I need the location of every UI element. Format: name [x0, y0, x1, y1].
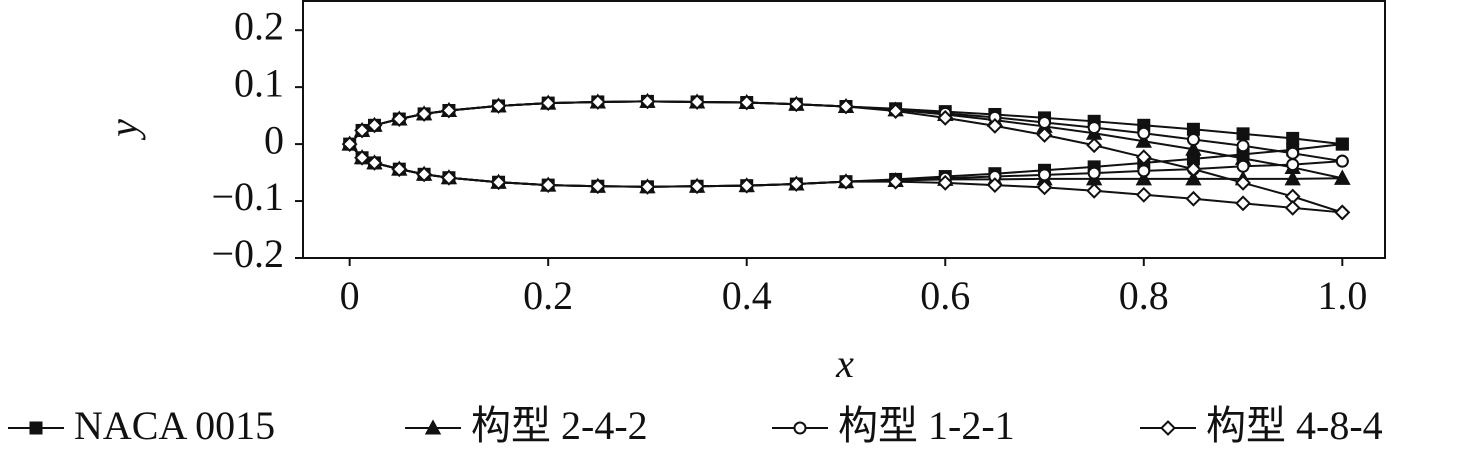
legend-label: 构型 4-8-4 [1206, 403, 1383, 448]
x-tick-label: 0.2 [523, 273, 573, 318]
marker [738, 94, 755, 111]
marker [540, 95, 557, 112]
marker [1185, 190, 1202, 207]
marker [441, 169, 457, 186]
marker [1236, 139, 1250, 153]
marker [689, 178, 706, 195]
marker [793, 421, 807, 435]
marker [1087, 166, 1101, 180]
marker [424, 419, 442, 435]
marker [838, 173, 854, 190]
marker [1236, 127, 1250, 141]
x-tick-label: 0.6 [920, 273, 970, 318]
legend-label: NACA 0015 [74, 403, 275, 448]
marker [366, 154, 383, 171]
marker [416, 166, 433, 183]
marker [1135, 170, 1152, 186]
marker [1185, 161, 1202, 178]
marker [1335, 154, 1349, 168]
marker [1286, 158, 1300, 172]
marker [937, 109, 954, 126]
marker [1235, 195, 1251, 212]
x-tick-label: 0 [340, 273, 360, 318]
marker [490, 174, 507, 191]
marker [1135, 186, 1152, 203]
marker [838, 98, 854, 115]
marker [1286, 131, 1300, 145]
marker [788, 176, 805, 192]
marker [29, 421, 43, 435]
marker [366, 117, 383, 134]
marker [354, 149, 370, 166]
marker [1284, 170, 1301, 186]
y-tick-label: −0.2 [211, 231, 284, 276]
marker [1086, 182, 1103, 199]
legend-item: 构型 4-8-4 [1140, 403, 1383, 448]
marker [1186, 133, 1200, 147]
marker [441, 102, 457, 119]
marker [1038, 168, 1052, 182]
marker [639, 93, 656, 110]
legend-label: 构型 1-2-1 [838, 403, 1015, 448]
y-tick-label: 0.2 [234, 3, 284, 48]
x-tick-label: 0.8 [1119, 273, 1169, 318]
marker [689, 94, 706, 110]
marker [341, 136, 358, 153]
marker [1335, 137, 1349, 151]
marker [1185, 170, 1202, 186]
marker [986, 117, 1003, 134]
marker [1135, 149, 1152, 166]
marker [1087, 121, 1101, 135]
marker [391, 111, 408, 127]
marker [354, 122, 370, 139]
marker [1284, 199, 1301, 216]
marker [1137, 164, 1151, 178]
marker [937, 174, 954, 191]
marker [1235, 174, 1251, 191]
marker [738, 177, 755, 194]
marker [1286, 146, 1300, 160]
marker [1160, 420, 1176, 436]
marker [1185, 140, 1202, 156]
marker [1236, 159, 1250, 173]
x-axis-label: x [835, 341, 854, 386]
marker [1135, 132, 1152, 148]
marker [639, 178, 656, 195]
marker [887, 103, 904, 119]
marker [1334, 169, 1351, 185]
marker [1038, 115, 1052, 129]
marker [986, 177, 1003, 194]
marker [887, 173, 904, 190]
marker [1137, 126, 1151, 140]
legend-item: NACA 0015 [8, 403, 275, 448]
marker [416, 105, 433, 122]
marker [589, 178, 606, 195]
marker [540, 177, 557, 194]
marker [1334, 204, 1351, 221]
x-tick-label: 1.0 [1317, 273, 1367, 318]
y-axis-label: y [101, 119, 146, 141]
legend-item: 构型 1-2-1 [772, 403, 1015, 448]
legend-label: 构型 2-4-2 [471, 403, 648, 448]
plot-frame [302, 0, 1386, 259]
marker [391, 161, 408, 178]
y-tick-label: 0.1 [234, 60, 284, 105]
marker [1036, 179, 1053, 196]
marker [589, 94, 606, 110]
marker [1086, 137, 1103, 154]
x-tick-label: 0.4 [722, 273, 772, 318]
marker [490, 98, 507, 114]
marker [1036, 127, 1053, 143]
y-tick-label: 0 [264, 117, 284, 162]
legend-item: 构型 2-4-2 [405, 403, 648, 448]
y-tick-label: −0.1 [211, 174, 284, 219]
marker [788, 96, 805, 113]
